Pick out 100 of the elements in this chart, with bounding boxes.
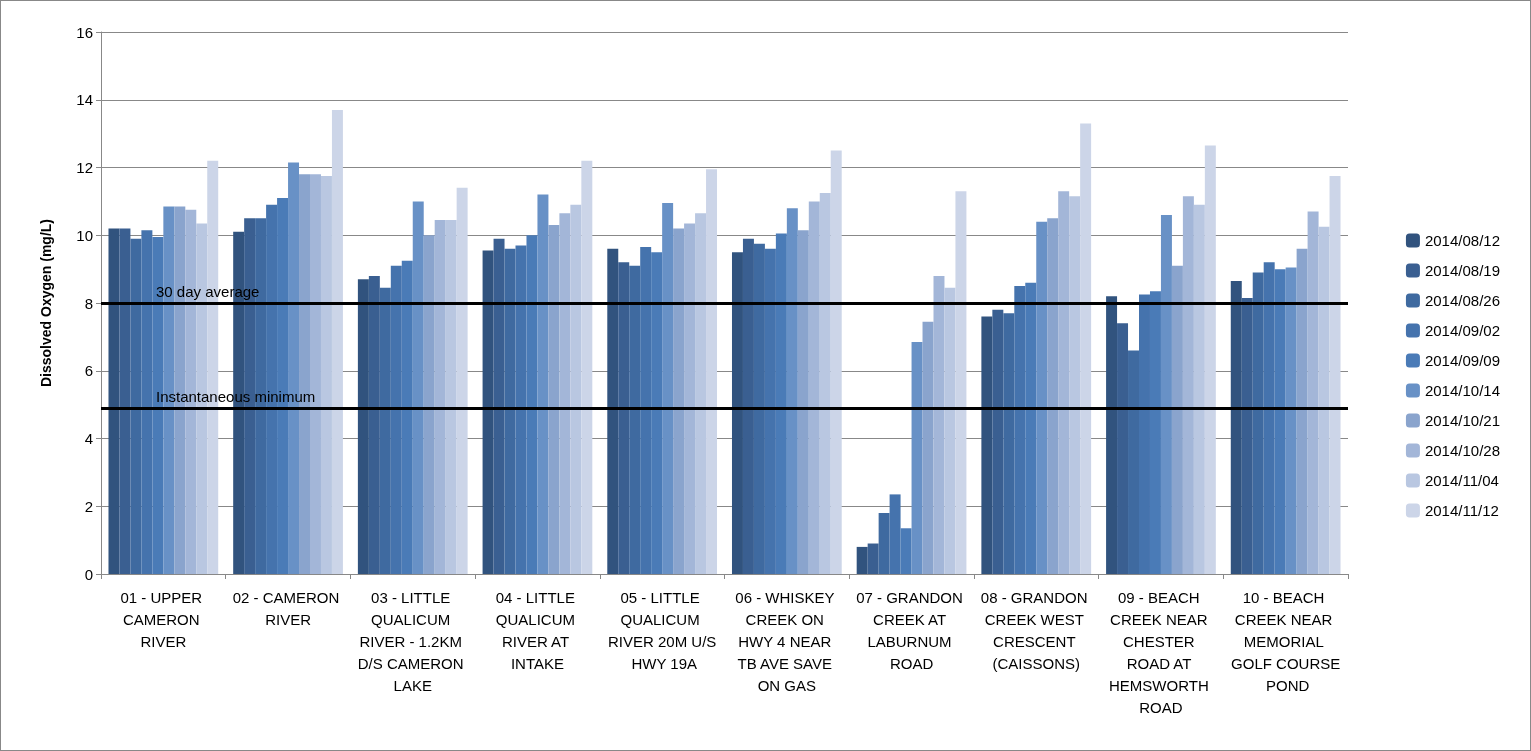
bar	[607, 248, 619, 574]
y-axis-title: Dissolved Oxygen (mg/L)	[38, 218, 54, 388]
legend-label: 2014/08/19	[1424, 262, 1500, 279]
bar	[830, 150, 842, 574]
bar	[1036, 221, 1048, 574]
bar	[434, 220, 446, 574]
bar	[731, 252, 743, 574]
legend-label: 2014/10/14	[1424, 382, 1500, 399]
bar	[1047, 218, 1059, 574]
y-tick-label: 8	[84, 294, 93, 312]
bar	[581, 160, 593, 574]
bar	[1117, 323, 1129, 574]
bar	[662, 203, 674, 574]
bar	[819, 192, 831, 574]
bar	[922, 321, 934, 574]
bar	[368, 275, 380, 574]
bar	[1128, 350, 1139, 574]
bar	[1230, 280, 1242, 574]
y-tick-label: 14	[76, 91, 93, 109]
y-tick-label: 6	[84, 362, 93, 380]
bar	[911, 341, 923, 574]
y-tick-label: 0	[84, 565, 93, 583]
y-tick-label: 16	[76, 23, 93, 41]
bar	[493, 238, 505, 574]
bar	[695, 213, 707, 574]
bar	[1241, 297, 1253, 574]
bar	[357, 279, 369, 574]
bar	[504, 248, 516, 574]
bar	[878, 513, 890, 574]
bar	[379, 287, 391, 574]
bar	[955, 191, 967, 574]
bar	[1160, 214, 1172, 574]
bar	[559, 213, 571, 574]
y-tick-label: 4	[84, 430, 93, 447]
bar	[570, 204, 582, 574]
bar	[1285, 267, 1297, 574]
x-tick-label: 04 - LITTLE QUALICUM RIVER AT INTAKE	[495, 588, 580, 672]
bar	[1193, 204, 1205, 574]
x-tick-label: 05 - LITTLE QUALICUM RIVER 20M U/S HWY 19A	[607, 588, 717, 672]
legend-label: 2014/09/09	[1424, 352, 1500, 369]
x-tick-label: 09 - BEACH CREEK NEAR CHESTER ROAD AT HEMSWORTH ROAD	[1109, 588, 1213, 716]
y-tick-label: 10	[76, 226, 93, 244]
bar	[684, 223, 696, 574]
bar	[108, 228, 120, 574]
bar	[1171, 265, 1183, 574]
bar	[992, 309, 1004, 574]
bar	[786, 208, 798, 574]
legend-label: 2014/10/21	[1424, 412, 1500, 429]
legend-label: 2014/08/12	[1424, 232, 1500, 249]
bar	[1003, 313, 1015, 574]
legend-label: 2014/08/26	[1424, 292, 1500, 309]
bar	[673, 228, 685, 574]
bar	[1329, 175, 1341, 574]
x-tick-label: 10 - BEACH CREEK NEAR MEMORIAL GOLF COURSE POND	[1231, 588, 1341, 694]
legend-label: 2014/11/12	[1424, 502, 1499, 519]
bar	[629, 265, 641, 574]
bar	[456, 187, 468, 574]
bar	[423, 235, 435, 574]
bar	[331, 109, 343, 574]
x-tick-label: 03 - LITTLE QUALICUM RIVER - 1.2KM D/S CAMERON LAKE	[357, 588, 468, 694]
bar	[797, 230, 809, 574]
x-tick-label: 02 - CAMERON RIVER	[232, 588, 344, 628]
bar	[856, 546, 868, 574]
legend-label: 2014/10/28	[1424, 442, 1500, 459]
bar	[867, 543, 879, 574]
bar	[537, 194, 549, 574]
bar	[753, 243, 765, 574]
bar	[548, 225, 560, 574]
bar	[981, 316, 993, 574]
x-tick-label: 01 - UPPER CAMERON RIVER	[120, 588, 207, 650]
bar	[1318, 226, 1330, 574]
x-tick-label: 07 - GRANDON CREEK AT LABURNUM ROAD	[856, 588, 967, 672]
bar	[944, 287, 956, 574]
bar	[1182, 196, 1194, 574]
bar	[1204, 145, 1216, 574]
ref-line-label: Instantaneous minimum	[156, 388, 316, 406]
bar	[1296, 248, 1308, 574]
legend-label: 2014/11/04	[1424, 472, 1499, 489]
bar	[320, 175, 332, 574]
bar	[445, 220, 457, 574]
bar	[1106, 296, 1118, 574]
bar	[706, 169, 718, 574]
bar	[1069, 196, 1081, 574]
x-tick-label: 06 - WHISKEY CREEK ON HWY 4 NEAR TB AVE SAVE ON GAS	[735, 588, 839, 694]
bar	[482, 250, 494, 574]
bar	[1058, 191, 1070, 574]
bar	[742, 238, 754, 574]
bar	[1252, 272, 1264, 574]
x-tick-label: 08 - GRANDON CREEK WEST CRESCENT (CAISSONS)	[980, 588, 1092, 672]
bar	[119, 228, 131, 574]
y-tick-label: 2	[84, 497, 93, 515]
bar	[618, 262, 630, 574]
bar	[1080, 123, 1092, 574]
bar	[933, 275, 945, 574]
bar	[412, 201, 424, 574]
legend-label: 2014/09/02	[1424, 322, 1500, 339]
bar	[1307, 211, 1319, 574]
y-tick-label: 12	[76, 159, 93, 176]
bar	[130, 238, 142, 574]
bar	[808, 201, 820, 574]
